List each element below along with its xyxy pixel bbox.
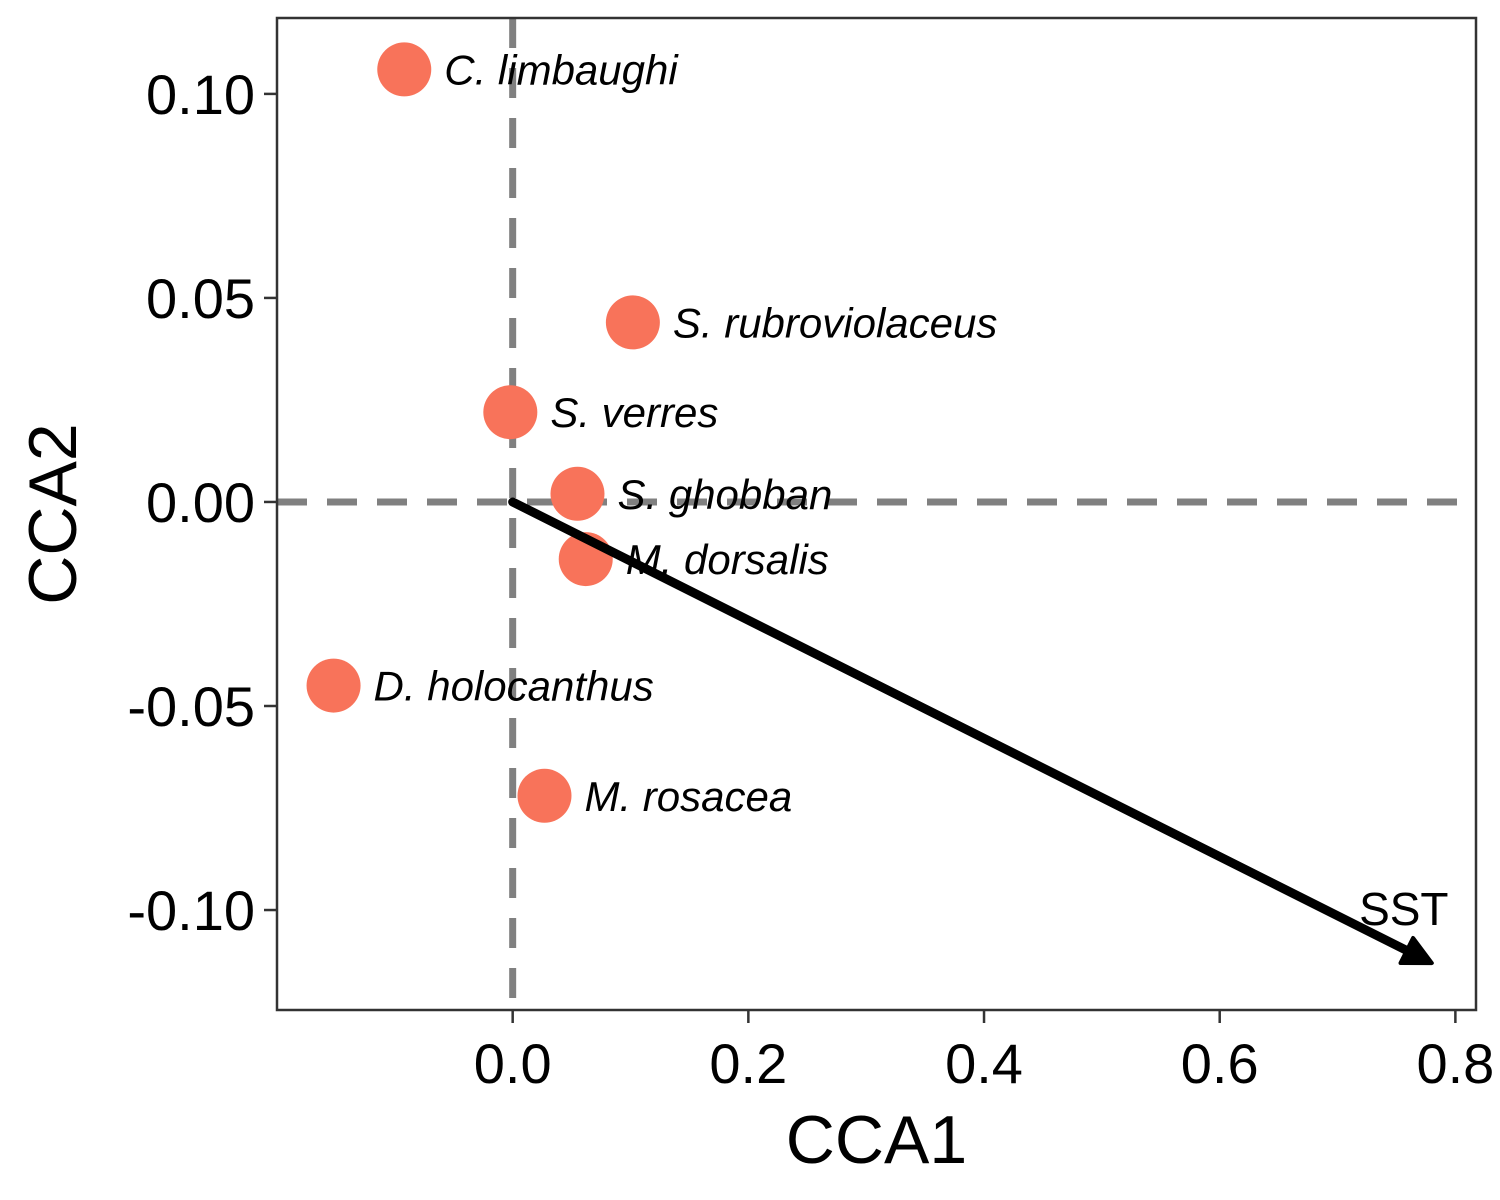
point-label: D. holocanthus: [374, 663, 654, 710]
x-axis: 0.0 0.2 0.4 0.6 0.8: [474, 1010, 1494, 1095]
y-tick-label: -0.05: [127, 675, 255, 738]
point-labels: C. limbaughi S. rubroviolaceus S. verres S.…: [374, 46, 998, 819]
arrow-head: [1398, 936, 1434, 966]
y-tick-label: 0.00: [146, 471, 255, 534]
x-tick-label: 0.2: [709, 1032, 787, 1095]
point-label: M. rosacea: [584, 773, 792, 820]
y-axis: -0.10 -0.05 0.00 0.05 0.10: [127, 63, 277, 942]
x-tick-label: 0.6: [1181, 1032, 1259, 1095]
data-point: [550, 466, 605, 521]
x-tick-label: 0.0: [474, 1032, 552, 1095]
x-tick-label: 0.8: [1416, 1032, 1494, 1095]
plot-panel-border: [275, 16, 1478, 1012]
point-label: S. verres: [550, 389, 718, 436]
data-point: [377, 42, 432, 97]
x-tick-label: 0.4: [945, 1032, 1023, 1095]
data-point: [306, 658, 361, 713]
y-tick-label: 0.10: [146, 63, 255, 126]
y-tick-label: -0.10: [127, 879, 255, 942]
y-tick-label: 0.05: [146, 267, 255, 330]
data-points: [306, 42, 660, 823]
data-point: [517, 768, 572, 823]
data-point: [605, 295, 660, 350]
y-axis-title: CCA2: [15, 423, 91, 604]
data-point: [483, 385, 538, 440]
point-label: S. ghobban: [617, 471, 832, 518]
reference-lines: [277, 18, 1476, 1010]
point-label: M. dorsalis: [626, 536, 829, 583]
arrow-label: SST: [1359, 883, 1448, 935]
point-label: S. rubroviolaceus: [673, 299, 998, 346]
vector-arrows: SST: [508, 497, 1449, 966]
x-axis-title: CCA1: [786, 1102, 967, 1178]
arrow-shaft: [508, 497, 1412, 956]
point-label: C. limbaughi: [444, 46, 679, 93]
